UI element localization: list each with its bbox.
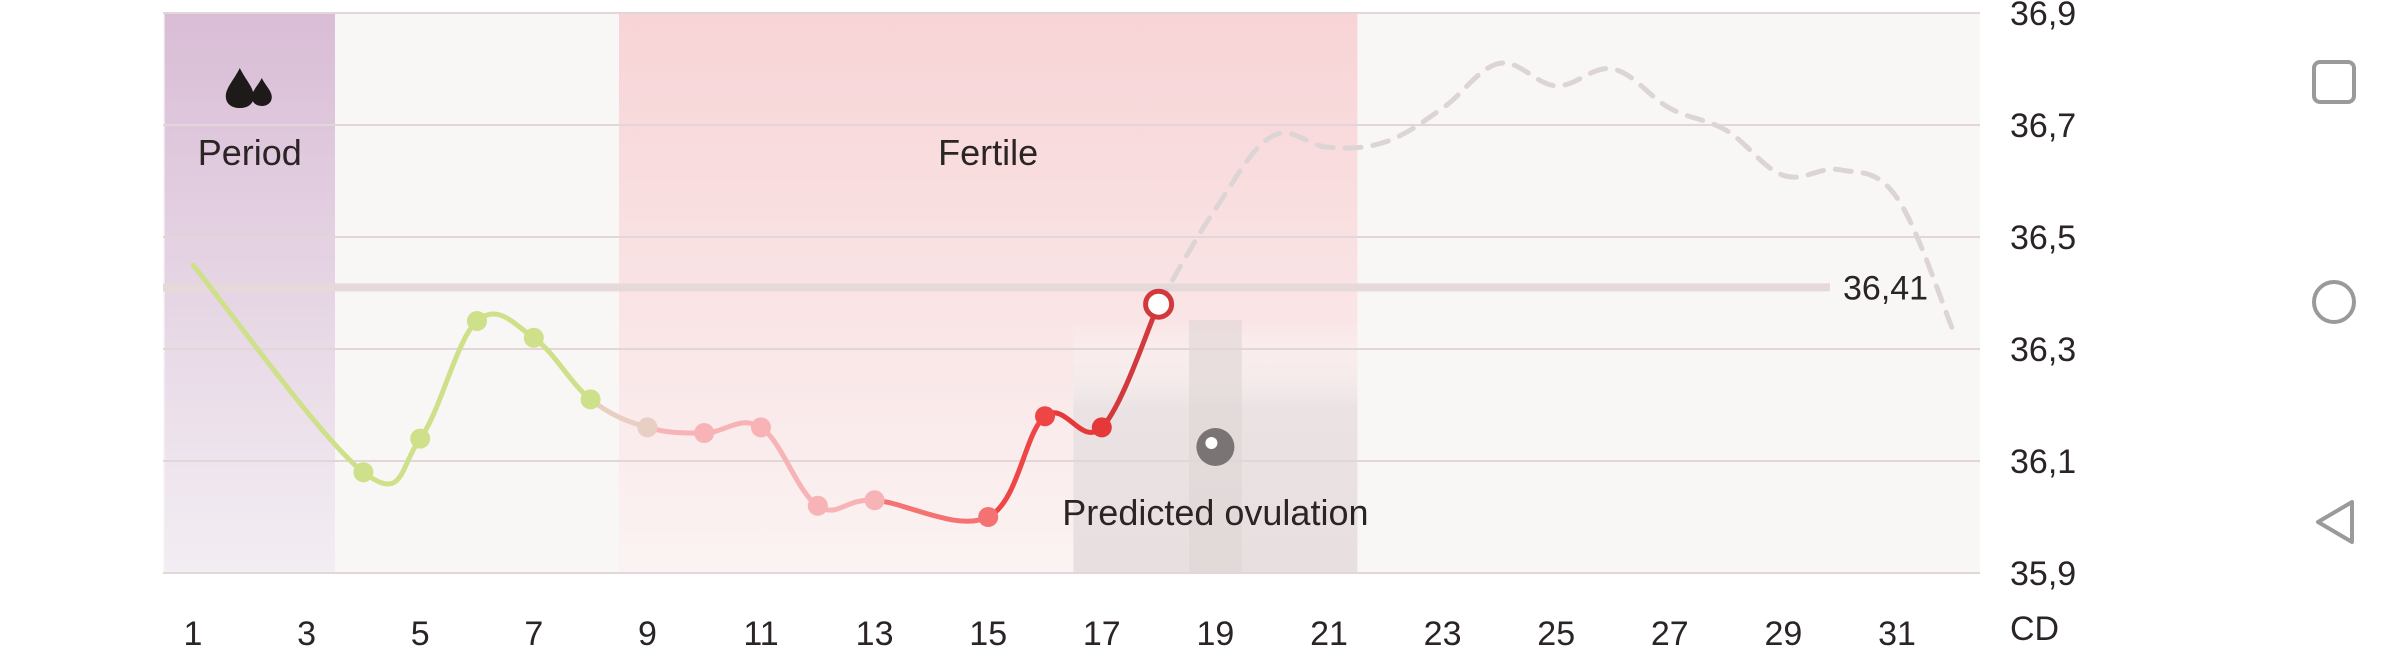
x-tick-label: 1 [184, 615, 203, 653]
circle-icon [2312, 280, 2356, 324]
temperature-point [751, 417, 771, 438]
triangle-back-icon [2316, 500, 2354, 544]
x-tick-label: 3 [297, 615, 316, 653]
band-period [164, 14, 335, 574]
drops-icon [225, 68, 272, 108]
fertile-label: Fertile [938, 132, 1038, 173]
egg-highlight [1205, 437, 1218, 449]
temperature-point [807, 495, 828, 516]
temperature-point [1091, 417, 1112, 438]
predicted-ovulation-label: Predicted ovulation [1062, 492, 1368, 533]
reference-line-label: 36,41 [1843, 269, 1928, 307]
y-tick-label: 36,1 [2010, 443, 2076, 481]
x-tick-label: 5 [411, 615, 430, 653]
temperature-point [467, 311, 487, 331]
x-tick-label: 7 [524, 615, 543, 653]
temperature-line-segment [360, 436, 423, 487]
y-tick-label: 36,9 [2010, 0, 2076, 33]
temperature-point [637, 417, 658, 438]
recent-apps-button[interactable] [2304, 52, 2364, 112]
home-button[interactable] [2304, 272, 2364, 332]
temperature-point [864, 490, 885, 511]
temperature-point [523, 327, 544, 348]
temperature-chart: 36,41 Period Fertile Predicted ovulation 1… [163, 0, 2076, 653]
x-tick-label: 31 [1878, 615, 1916, 653]
egg-icon [1196, 428, 1235, 466]
series-markers [353, 288, 1175, 527]
temperature-point [978, 507, 999, 527]
x-axis-label: CD [2010, 610, 2059, 648]
x-tick-label: 25 [1537, 615, 1575, 653]
android-navigation-bar [2280, 0, 2400, 655]
x-tick-label: 13 [856, 615, 894, 653]
reference-line: 36,41 [163, 269, 1928, 307]
x-tick-label: 15 [969, 615, 1007, 653]
x-tick-label: 27 [1651, 615, 1689, 653]
square-icon [2312, 60, 2356, 104]
temperature-line-segment [417, 318, 480, 442]
x-tick-label: 29 [1764, 615, 1802, 653]
y-tick-label: 36,3 [2010, 331, 2076, 369]
y-axis: 35,9 36,1 36,3 36,5 36,7 36,9 [2010, 0, 2076, 593]
y-tick-label: 36,5 [2010, 219, 2076, 257]
y-tick-label: 35,9 [2010, 555, 2076, 593]
temperature-point [580, 389, 601, 410]
x-tick-label: 23 [1424, 615, 1462, 653]
temperature-line-segment [190, 262, 366, 475]
back-button[interactable] [2304, 492, 2364, 552]
gridlines [163, 12, 1980, 574]
drop-shape [225, 68, 254, 108]
x-tick-label: 9 [638, 615, 657, 653]
temperature-point [353, 462, 374, 483]
phase-labels: Period Fertile Predicted ovulation [198, 68, 1369, 533]
temperature-point [1035, 406, 1055, 427]
temperature-point [410, 428, 431, 449]
x-tick-label: 21 [1310, 615, 1348, 653]
drop-shape [251, 78, 272, 106]
predicted-temperature-line [1156, 60, 1957, 335]
x-axis: 1 3 5 7 9 11 13 15 17 19 21 23 25 27 29 31 CD [184, 610, 2060, 653]
temperature-point [694, 423, 715, 443]
x-tick-label: 17 [1083, 615, 1121, 653]
x-tick-label: 19 [1196, 615, 1234, 653]
temperature-point-today [1143, 288, 1175, 320]
period-label: Period [198, 132, 302, 173]
temperature-line-segment [872, 497, 991, 524]
x-tick-label: 11 [743, 615, 778, 653]
y-tick-label: 36,7 [2010, 107, 2076, 145]
